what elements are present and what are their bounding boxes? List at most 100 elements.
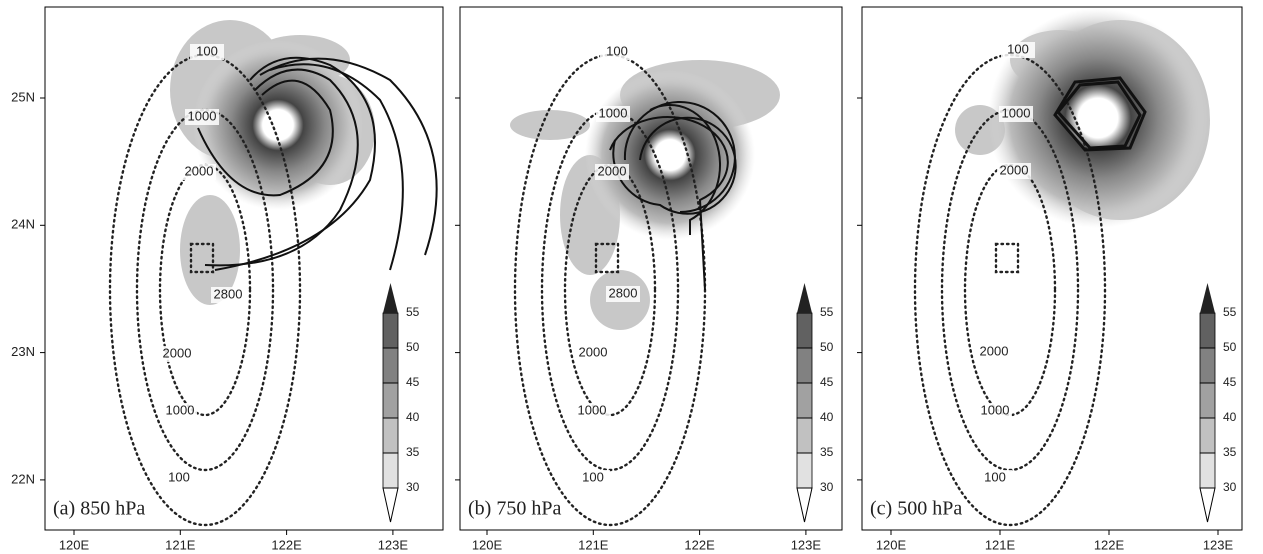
colorbar-label: 50 [820,340,834,354]
contour-label: 2800 [214,286,243,301]
label-bg [596,106,630,122]
terrain-contour [594,242,620,274]
label-bg [600,44,634,60]
y-tick-label: 25N [11,89,35,104]
label-bg [576,470,610,486]
contour-label: 100 [984,469,1006,484]
contour-label: 2000 [163,345,192,360]
label-bg [978,470,1012,486]
label-bg [575,403,609,419]
label-bg [977,344,1011,360]
precip-shade [510,110,590,140]
colorbar-segment [382,347,399,384]
contour-label: 1000 [166,402,195,417]
map-panel: 100 1000 2000 2800 2000 1000 100 30 35 40 45 50 55 (b… [455,6,843,552]
colorbar-label: 45 [820,375,834,389]
terrain-contour [963,163,1057,417]
colorbar-label: 35 [406,445,420,459]
contour-label: 100 [1007,41,1029,56]
label-bg [595,164,629,180]
colorbar-label: 35 [820,445,834,459]
panel-frame [861,6,1243,531]
x-tick-label: 123E [378,537,409,552]
map-content: 100 1000 2000 2800 2000 1000 100 [510,43,780,527]
colorbar-segment [382,382,399,419]
trajectory [214,56,376,271]
label-bg [211,287,245,303]
colorbar-label: 30 [1223,480,1237,494]
x-tick-label: 122E [1094,537,1125,552]
colorbar-label: 45 [1223,375,1237,389]
label-bg [999,106,1033,122]
colorbar-segment [796,417,813,454]
terrain-contour [108,53,302,527]
colorbar-top [1200,283,1215,313]
trajectory [269,63,404,271]
x-tick-label: 122E [271,537,302,552]
colorbar-bottom [796,487,813,523]
colorbar-label: 45 [406,375,420,389]
contour-label: 1000 [981,402,1010,417]
label-bg [606,286,640,302]
contour-label: 100 [606,43,628,58]
map-panel: 100 1000 2000 2800 2000 1000 100 30 35 40 45 50 55 (a… [11,6,444,552]
colorbar-segment [796,312,813,349]
trajectory [259,57,438,256]
label-bg [978,403,1012,419]
trajectory [612,116,737,215]
panel-label: (b) 750 hPa [468,498,561,520]
label-bg [163,403,197,419]
trajectory [609,116,729,291]
x-tick-label: 120E [59,537,90,552]
colorbar-label: 30 [406,480,420,494]
contour-label: 2800 [609,285,638,300]
x-tick-label: 123E [791,537,822,552]
terrain-contour [913,53,1107,527]
colorbar-segment [1199,417,1216,454]
colorbar-label: 40 [1223,410,1237,424]
contour-label: 1000 [188,108,217,123]
map-content: 100 1000 2000 2000 1000 100 [913,8,1210,527]
colorbar-segment [796,452,813,489]
terrain-contour [189,242,215,274]
panel-label: (a) 850 hPa [53,498,145,520]
contour-label: 2000 [1000,162,1029,177]
label-bg [1001,42,1035,58]
contour-label: 100 [196,43,218,58]
panel-label: (c) 500 hPa [870,498,962,520]
label-bg [162,470,196,486]
contour-label: 1000 [1002,105,1031,120]
x-tick-label: 120E [876,537,907,552]
colorbar-segment [382,312,399,349]
trajectory [1053,76,1147,152]
terrain-contour [994,242,1020,274]
panel-frame [44,6,444,531]
colorbar-segment [382,417,399,454]
colorbar-label: 40 [406,410,420,424]
label-bg [190,44,224,60]
trajectory [1056,80,1142,150]
x-tick-label: 121E [165,537,196,552]
trajectory [649,103,722,235]
label-bg [182,164,216,180]
x-tick-label: 123E [1203,537,1234,552]
colorbar-segment [382,452,399,489]
colorbar-top [383,283,398,313]
contour-label: 2000 [185,163,214,178]
colorbar-segment [796,382,813,419]
colorbar-segment [1199,347,1216,384]
label-bg [185,109,219,125]
map-panel: 100 1000 2000 2000 1000 100 30 35 40 45 50 55 (c) 50… [857,6,1243,552]
y-tick-label: 22N [11,471,35,486]
contour-label: 1000 [599,105,628,120]
contour-label: 2000 [598,163,627,178]
contour-label: 100 [582,469,604,484]
contour-label: 2000 [980,343,1009,358]
terrain-contour [135,108,275,472]
storm-shade [988,8,1208,228]
colorbar-label: 55 [406,305,420,319]
x-tick-label: 122E [684,537,715,552]
trajectory [197,79,334,197]
colorbar-bottom [1199,487,1216,523]
label-bg [576,345,610,361]
